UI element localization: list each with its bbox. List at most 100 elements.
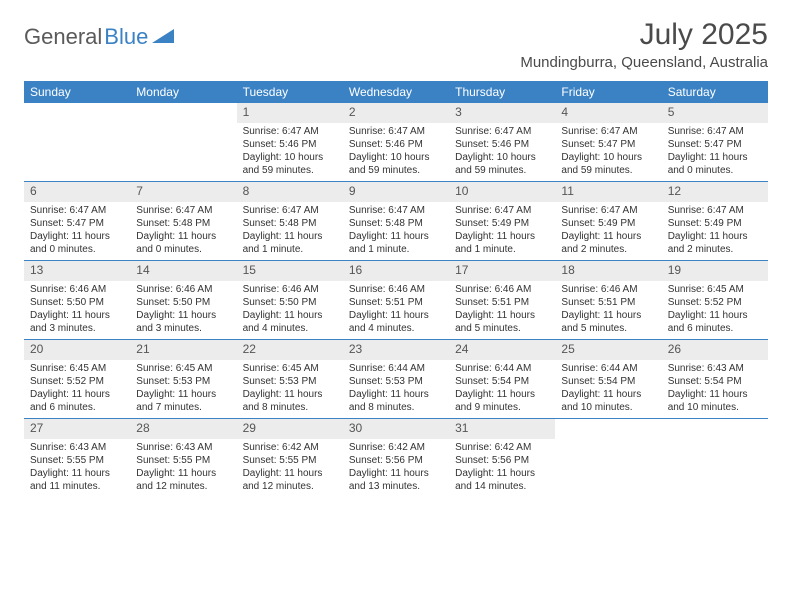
day-number: 18 (555, 261, 661, 281)
day-line: Sunrise: 6:47 AM (349, 204, 443, 217)
day-number: 15 (237, 261, 343, 281)
logo-text-gray: General (24, 24, 102, 50)
day-cell: 26Sunrise: 6:43 AMSunset: 5:54 PMDayligh… (662, 340, 768, 418)
day-line: Sunset: 5:54 PM (561, 375, 655, 388)
day-line: Sunset: 5:48 PM (349, 217, 443, 230)
day-line: and 9 minutes. (455, 401, 549, 414)
day-content: Sunrise: 6:46 AMSunset: 5:50 PMDaylight:… (237, 281, 343, 339)
day-line: Daylight: 10 hours (243, 151, 337, 164)
day-number: 25 (555, 340, 661, 360)
day-line: and 3 minutes. (30, 322, 124, 335)
day-line: Daylight: 11 hours (561, 388, 655, 401)
day-line: Daylight: 11 hours (243, 230, 337, 243)
day-cell: . (555, 419, 661, 497)
day-line: and 6 minutes. (30, 401, 124, 414)
day-cell: 19Sunrise: 6:45 AMSunset: 5:52 PMDayligh… (662, 261, 768, 339)
day-line: Daylight: 11 hours (668, 230, 762, 243)
day-line: Sunset: 5:55 PM (30, 454, 124, 467)
day-line: and 14 minutes. (455, 480, 549, 493)
day-line: Daylight: 11 hours (455, 388, 549, 401)
day-number: 13 (24, 261, 130, 281)
day-line: and 12 minutes. (136, 480, 230, 493)
day-cell: 24Sunrise: 6:44 AMSunset: 5:54 PMDayligh… (449, 340, 555, 418)
day-content: Sunrise: 6:46 AMSunset: 5:51 PMDaylight:… (555, 281, 661, 339)
day-content: Sunrise: 6:47 AMSunset: 5:47 PMDaylight:… (24, 202, 130, 260)
day-line: and 0 minutes. (136, 243, 230, 256)
day-line: Sunrise: 6:46 AM (349, 283, 443, 296)
day-line: Daylight: 11 hours (136, 309, 230, 322)
day-line: Sunrise: 6:46 AM (30, 283, 124, 296)
day-line: Sunset: 5:51 PM (455, 296, 549, 309)
logo: GeneralBlue (24, 24, 174, 50)
day-content: Sunrise: 6:47 AMSunset: 5:49 PMDaylight:… (555, 202, 661, 260)
day-line: Sunrise: 6:47 AM (668, 204, 762, 217)
day-line: Sunset: 5:51 PM (561, 296, 655, 309)
day-line: Sunset: 5:46 PM (349, 138, 443, 151)
month-title: July 2025 (520, 18, 768, 52)
day-line: Sunrise: 6:46 AM (561, 283, 655, 296)
day-line: Daylight: 11 hours (349, 309, 443, 322)
day-line: Sunset: 5:56 PM (455, 454, 549, 467)
day-line: Sunset: 5:51 PM (349, 296, 443, 309)
day-cell: . (130, 103, 236, 181)
day-line: and 1 minute. (349, 243, 443, 256)
day-cell: 21Sunrise: 6:45 AMSunset: 5:53 PMDayligh… (130, 340, 236, 418)
day-line: and 59 minutes. (561, 164, 655, 177)
day-content: Sunrise: 6:44 AMSunset: 5:54 PMDaylight:… (449, 360, 555, 418)
day-cell: 16Sunrise: 6:46 AMSunset: 5:51 PMDayligh… (343, 261, 449, 339)
day-number: 16 (343, 261, 449, 281)
day-cell: 13Sunrise: 6:46 AMSunset: 5:50 PMDayligh… (24, 261, 130, 339)
day-number: 17 (449, 261, 555, 281)
day-number: 9 (343, 182, 449, 202)
day-number: 8 (237, 182, 343, 202)
week-row: 13Sunrise: 6:46 AMSunset: 5:50 PMDayligh… (24, 260, 768, 339)
day-line: Sunset: 5:55 PM (136, 454, 230, 467)
day-line: Daylight: 11 hours (561, 309, 655, 322)
day-line: Daylight: 11 hours (30, 467, 124, 480)
day-cell: 28Sunrise: 6:43 AMSunset: 5:55 PMDayligh… (130, 419, 236, 497)
day-content: Sunrise: 6:47 AMSunset: 5:48 PMDaylight:… (237, 202, 343, 260)
day-line: Sunset: 5:49 PM (561, 217, 655, 230)
day-number: 10 (449, 182, 555, 202)
day-cell: 11Sunrise: 6:47 AMSunset: 5:49 PMDayligh… (555, 182, 661, 260)
weekday-friday: Friday (555, 81, 661, 103)
day-number: 31 (449, 419, 555, 439)
day-line: Sunrise: 6:46 AM (455, 283, 549, 296)
day-line: Sunset: 5:49 PM (455, 217, 549, 230)
day-cell: 9Sunrise: 6:47 AMSunset: 5:48 PMDaylight… (343, 182, 449, 260)
day-line: and 2 minutes. (561, 243, 655, 256)
day-line: Sunset: 5:52 PM (668, 296, 762, 309)
day-line: Sunset: 5:47 PM (561, 138, 655, 151)
day-line: Sunrise: 6:47 AM (668, 125, 762, 138)
day-number: 21 (130, 340, 236, 360)
weekday-row: SundayMondayTuesdayWednesdayThursdayFrid… (24, 81, 768, 103)
day-number: 11 (555, 182, 661, 202)
day-content: Sunrise: 6:46 AMSunset: 5:51 PMDaylight:… (343, 281, 449, 339)
day-content: Sunrise: 6:47 AMSunset: 5:48 PMDaylight:… (130, 202, 236, 260)
day-cell: 7Sunrise: 6:47 AMSunset: 5:48 PMDaylight… (130, 182, 236, 260)
weekday-saturday: Saturday (662, 81, 768, 103)
day-line: Daylight: 11 hours (243, 467, 337, 480)
day-line: Sunrise: 6:47 AM (455, 125, 549, 138)
day-line: Sunrise: 6:44 AM (561, 362, 655, 375)
day-line: Sunrise: 6:44 AM (455, 362, 549, 375)
day-content: Sunrise: 6:45 AMSunset: 5:53 PMDaylight:… (237, 360, 343, 418)
day-number: 23 (343, 340, 449, 360)
day-line: Sunrise: 6:45 AM (243, 362, 337, 375)
day-number: 6 (24, 182, 130, 202)
day-cell: 23Sunrise: 6:44 AMSunset: 5:53 PMDayligh… (343, 340, 449, 418)
day-line: Sunset: 5:54 PM (455, 375, 549, 388)
day-line: and 5 minutes. (455, 322, 549, 335)
week-row: 27Sunrise: 6:43 AMSunset: 5:55 PMDayligh… (24, 418, 768, 497)
day-line: Sunset: 5:50 PM (136, 296, 230, 309)
day-line: and 8 minutes. (243, 401, 337, 414)
day-cell: 2Sunrise: 6:47 AMSunset: 5:46 PMDaylight… (343, 103, 449, 181)
day-content: Sunrise: 6:42 AMSunset: 5:56 PMDaylight:… (343, 439, 449, 497)
day-line: Daylight: 11 hours (349, 467, 443, 480)
day-line: Sunset: 5:49 PM (668, 217, 762, 230)
day-line: and 0 minutes. (668, 164, 762, 177)
day-cell: 14Sunrise: 6:46 AMSunset: 5:50 PMDayligh… (130, 261, 236, 339)
day-line: Daylight: 11 hours (668, 151, 762, 164)
day-content: Sunrise: 6:46 AMSunset: 5:50 PMDaylight:… (24, 281, 130, 339)
day-line: Sunset: 5:50 PM (30, 296, 124, 309)
